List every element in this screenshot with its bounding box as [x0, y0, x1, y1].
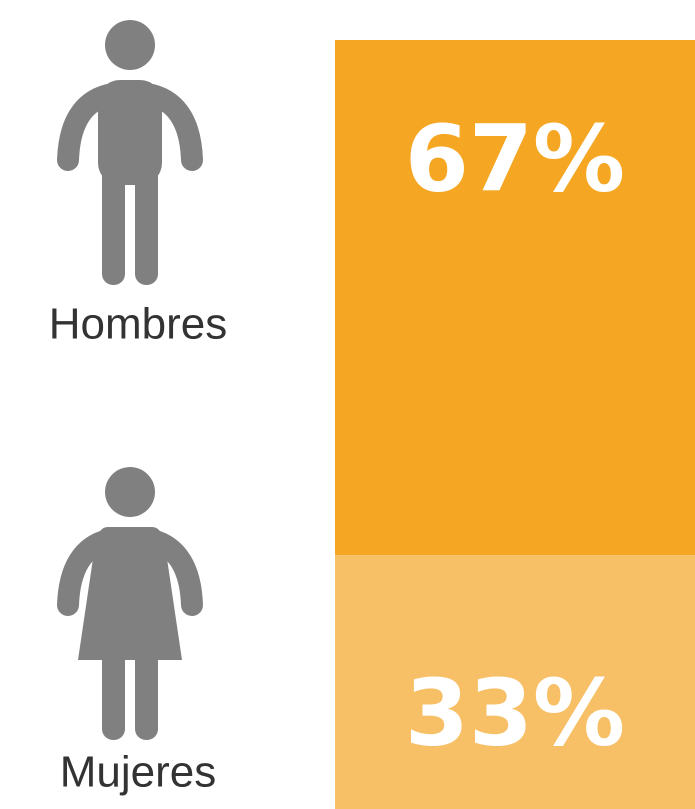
- woman-icon: [57, 467, 203, 740]
- category-label: Hombres: [49, 300, 228, 349]
- bar-segment: [335, 555, 695, 809]
- category-label: Mujeres: [60, 748, 217, 797]
- bar-segment: [335, 40, 695, 556]
- value-label: 33%: [405, 659, 625, 766]
- value-label: 67%: [405, 105, 625, 212]
- man-icon: [57, 20, 203, 285]
